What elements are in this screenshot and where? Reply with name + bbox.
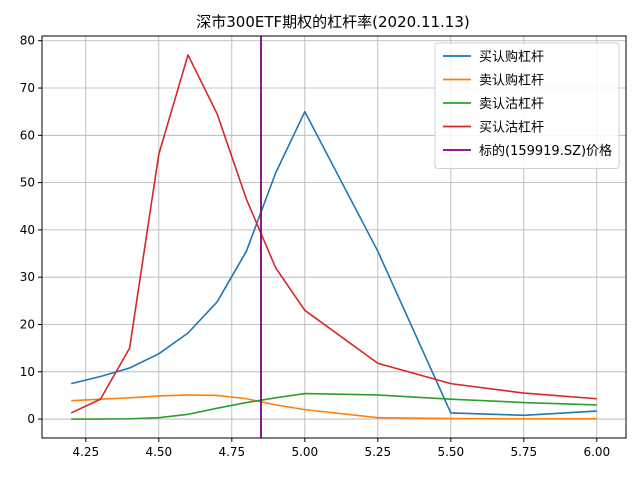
legend-label: 买认购杠杆	[479, 49, 544, 65]
legend-label: 标的(159919.SZ)价格	[479, 143, 612, 159]
axes: 4.25 4.50 4.75 5.00 5.25 5.50 5.75 6.00 0 10 20 30 4…	[20, 34, 627, 459]
x-tick-label: 6.00	[583, 445, 610, 459]
x-tick-label: 5.25	[364, 445, 391, 459]
x-tick-label: 4.25	[72, 445, 99, 459]
chart-title: 深市300ETF期权的杠杆率(2020.11.13)	[196, 13, 470, 31]
legend-label: 卖认沽杠杆	[479, 96, 544, 112]
series-line-2	[71, 394, 597, 420]
legend-box	[434, 42, 620, 169]
x-tick-label: 5.50	[437, 445, 464, 459]
x-tick-label: 5.00	[291, 445, 318, 459]
y-tick-label: 50	[20, 176, 35, 190]
x-tick-label: 4.50	[145, 445, 172, 459]
x-tick-label: 5.75	[510, 445, 537, 459]
series-line-1	[71, 110, 597, 417]
y-tick-label: 70	[20, 81, 35, 95]
y-tick-label: 60	[20, 128, 35, 142]
y-tick-label: 20	[20, 317, 35, 331]
y-tick-label: 30	[20, 270, 35, 284]
y-tick-label: 10	[20, 365, 35, 379]
y-tick-label: 40	[20, 223, 35, 237]
x-tick-label: 4.75	[218, 445, 245, 459]
axes-frame	[41, 35, 627, 439]
y-tick-label: 0	[27, 412, 35, 426]
plot-area	[70, 36, 597, 438]
series-line-3	[71, 392, 597, 420]
legend-label: 买认沽杠杆	[479, 120, 544, 136]
y-tick-label: 80	[20, 34, 35, 48]
series-line-4	[70, 54, 597, 414]
legend-label: 卖认购杠杆	[479, 73, 544, 89]
